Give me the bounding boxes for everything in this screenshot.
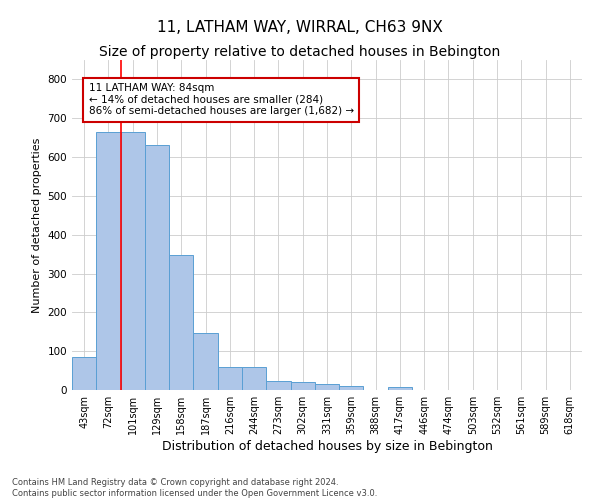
Text: 11, LATHAM WAY, WIRRAL, CH63 9NX: 11, LATHAM WAY, WIRRAL, CH63 9NX xyxy=(157,20,443,35)
Bar xyxy=(169,255,193,390)
Bar xyxy=(242,366,266,390)
Text: Contains HM Land Registry data © Crown copyright and database right 2024.
Contai: Contains HM Land Registry data © Crown c… xyxy=(12,478,377,498)
Bar xyxy=(193,332,218,390)
Y-axis label: Number of detached properties: Number of detached properties xyxy=(32,138,42,312)
Bar xyxy=(388,387,412,390)
Bar xyxy=(218,366,242,390)
Bar xyxy=(72,357,96,390)
Text: Size of property relative to detached houses in Bebington: Size of property relative to detached ho… xyxy=(100,45,500,59)
Bar xyxy=(315,384,339,390)
X-axis label: Distribution of detached houses by size in Bebington: Distribution of detached houses by size … xyxy=(161,440,493,453)
Bar xyxy=(339,386,364,390)
Text: 11 LATHAM WAY: 84sqm
← 14% of detached houses are smaller (284)
86% of semi-deta: 11 LATHAM WAY: 84sqm ← 14% of detached h… xyxy=(89,84,353,116)
Bar xyxy=(145,146,169,390)
Bar xyxy=(96,132,121,390)
Bar xyxy=(290,382,315,390)
Bar xyxy=(121,132,145,390)
Bar xyxy=(266,382,290,390)
